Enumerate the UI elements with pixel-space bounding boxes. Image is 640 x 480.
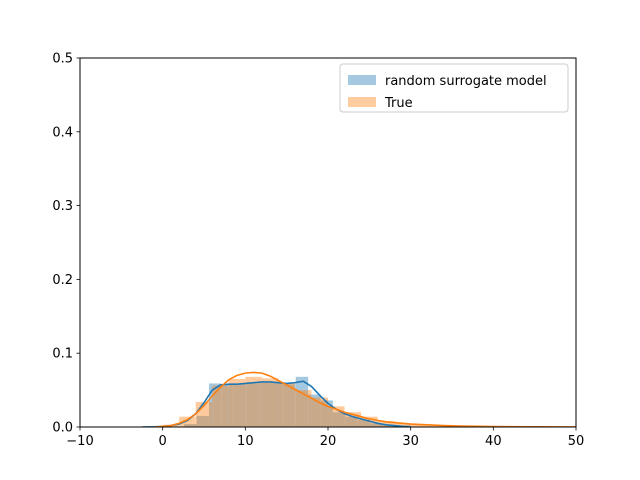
histogram-bar <box>278 382 295 427</box>
legend-label: random surrogate model <box>385 74 547 89</box>
legend-label: True <box>384 96 413 111</box>
histogram-0 <box>184 376 408 427</box>
x-tick-label: 50 <box>568 434 585 449</box>
histogram-bar <box>179 416 196 427</box>
histogram-bar <box>283 384 296 427</box>
legend-swatch <box>348 97 376 107</box>
histogram-bar <box>258 382 271 427</box>
histogram-bar <box>345 416 358 427</box>
legend-swatch <box>348 75 376 85</box>
y-tick-label: 0.1 <box>52 347 73 362</box>
y-tick-label: 0.5 <box>52 52 73 67</box>
legend: random surrogate model True <box>339 63 569 113</box>
histogram-bar <box>294 390 312 427</box>
plot-inner <box>141 371 576 427</box>
histogram-bar <box>228 379 246 427</box>
histogram-bar <box>270 382 284 427</box>
legend-box <box>339 63 569 113</box>
histogram-bar <box>308 394 321 427</box>
histogram-bar <box>245 376 262 427</box>
histogram-bar <box>394 423 411 427</box>
histogram-bar <box>261 378 279 427</box>
histogram-bar <box>410 424 428 427</box>
x-tick-label: 40 <box>485 434 502 449</box>
y-tick-label: 0.3 <box>52 199 73 214</box>
kde-line-1 <box>154 371 576 427</box>
histogram-bar <box>233 384 247 427</box>
histogram-bar <box>382 424 395 427</box>
x-tick-label: 20 <box>320 434 337 449</box>
histogram-bar <box>196 415 209 427</box>
histogram-bar <box>212 385 229 427</box>
histogram-bar <box>332 412 346 427</box>
histogram-bar <box>221 384 234 427</box>
histogram-bar <box>370 423 383 427</box>
plot-area <box>141 371 576 427</box>
x-tick-label: −10 <box>66 434 93 449</box>
histogram-bar <box>357 419 371 427</box>
histogram-bar <box>246 383 259 427</box>
x-tick-label: 10 <box>237 434 254 449</box>
histogram-bar <box>427 425 444 427</box>
axes: −10 0 10 20 30 40 50 0.0 0.1 0.2 0.3 0.4 0.5 <box>52 52 584 450</box>
y-tick-label: 0.0 <box>52 421 73 436</box>
x-tick-label: 30 <box>402 434 419 449</box>
y-tick-label: 0.2 <box>52 273 73 288</box>
histogram-bar <box>208 383 222 427</box>
y-tick-label: 0.4 <box>52 125 73 140</box>
histogram-bar <box>184 424 197 427</box>
x-tick-label: 0 <box>159 434 167 449</box>
histogram-bar <box>295 376 309 427</box>
